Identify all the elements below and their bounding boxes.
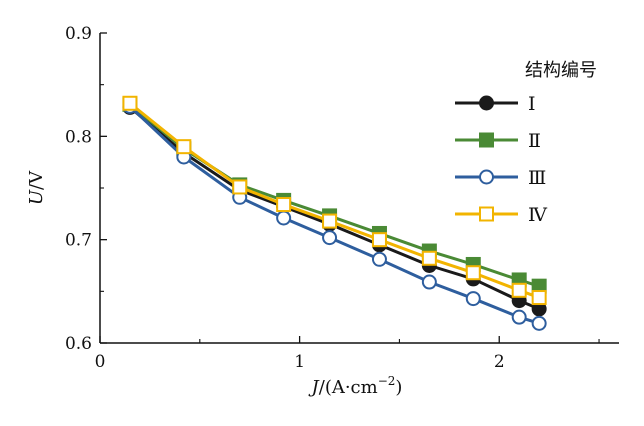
data-point: [371, 251, 387, 267]
data-point: [531, 315, 547, 331]
legend-marker: [479, 169, 494, 185]
data-point: [465, 291, 481, 307]
legend: 结构编号 Ⅰ Ⅱ Ⅲ Ⅳ: [455, 60, 597, 226]
x-axis-label: J/(A·cm−2): [308, 374, 403, 398]
data-point: [122, 95, 138, 111]
legend-label: Ⅰ: [528, 94, 536, 115]
data-point: [421, 250, 437, 266]
series-layer: [122, 95, 547, 331]
y-tick-label: 0.8: [65, 127, 92, 147]
data-point: [511, 309, 527, 325]
legend-item-1: Ⅰ: [455, 94, 536, 115]
legend-label: Ⅳ: [528, 205, 548, 226]
legend-marker: [479, 95, 494, 111]
series-line: [129, 102, 540, 299]
data-point: [531, 290, 547, 306]
legend-item-3: Ⅲ: [455, 168, 546, 189]
data-point: [276, 197, 292, 213]
y-tick-label: 0.9: [65, 24, 92, 44]
y-tick-label: 0.7: [65, 231, 92, 251]
legend-item-4: Ⅳ: [455, 205, 548, 226]
x-tick-label: 1: [294, 352, 305, 372]
tick-labels: 0 1 2 0.6 0.7 0.8 0.9: [65, 24, 505, 372]
data-point: [232, 179, 248, 195]
series-line: [128, 105, 540, 325]
legend-label: Ⅲ: [528, 168, 546, 189]
legend-item-2: Ⅱ: [455, 131, 541, 152]
data-point: [322, 213, 338, 229]
data-point: [371, 232, 387, 248]
series-2: [122, 96, 547, 294]
x-tick-label: 0: [95, 352, 106, 372]
series-4: [122, 95, 547, 306]
legend-items: Ⅰ Ⅱ Ⅲ Ⅳ: [455, 94, 548, 226]
data-point: [511, 282, 527, 298]
legend-label: Ⅱ: [528, 131, 541, 152]
data-point: [176, 139, 192, 155]
y-axis-label: U/V: [26, 170, 47, 205]
data-point: [421, 274, 437, 290]
x-tick-label: 2: [494, 352, 505, 372]
legend-marker: [479, 132, 494, 148]
data-point: [276, 210, 292, 226]
legend-marker: [479, 206, 494, 222]
series-line: [128, 106, 540, 311]
legend-title: 结构编号: [525, 60, 597, 81]
y-tick-label: 0.6: [65, 334, 92, 354]
data-point: [465, 265, 481, 281]
data-point: [322, 230, 338, 246]
ticks: [99, 32, 600, 344]
